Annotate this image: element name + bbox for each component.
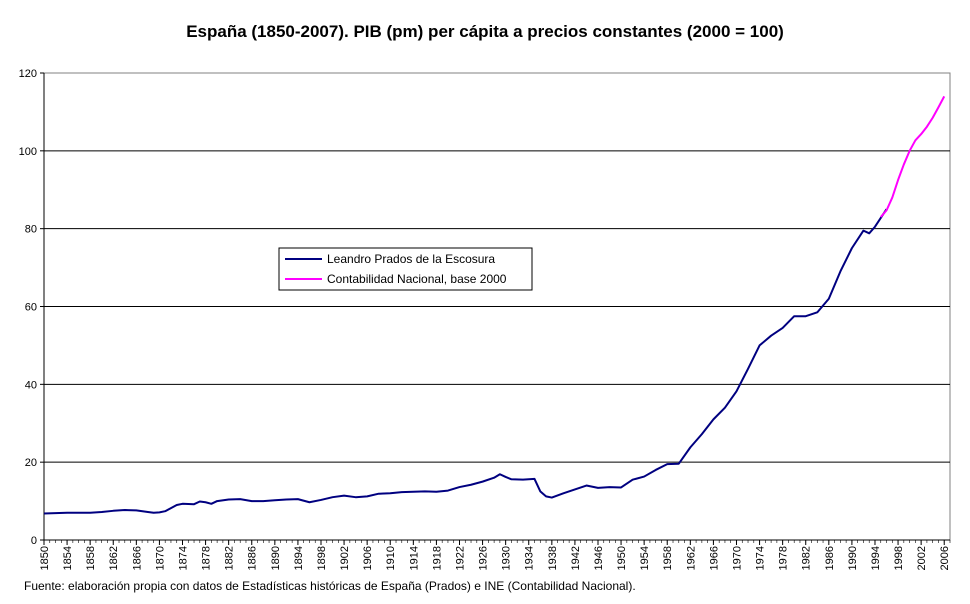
legend-box bbox=[278, 247, 533, 291]
x-tick-label: 1870 bbox=[154, 546, 166, 570]
x-tick-label: 1978 bbox=[778, 546, 790, 570]
x-tick-label: 1918 bbox=[431, 546, 443, 570]
x-tick-label: 1950 bbox=[616, 546, 628, 570]
x-tick-label: 1962 bbox=[685, 546, 697, 570]
y-tick-label: 100 bbox=[19, 146, 37, 158]
x-tick-label: 1970 bbox=[731, 546, 743, 570]
y-tick-label: 40 bbox=[25, 379, 37, 391]
x-tick-label: 1942 bbox=[570, 546, 582, 570]
x-tick-label: 1906 bbox=[362, 546, 374, 570]
x-tick-label: 1926 bbox=[478, 546, 490, 570]
x-tick-label: 1890 bbox=[270, 546, 282, 570]
x-tick-label: 1998 bbox=[893, 546, 905, 570]
y-tick-label: 0 bbox=[31, 535, 37, 547]
x-tick-label: 1930 bbox=[501, 546, 513, 570]
series-line-2 bbox=[879, 95, 946, 218]
x-tick-label: 1898 bbox=[316, 546, 328, 570]
x-tick-label: 1914 bbox=[408, 546, 420, 570]
series-line-1 bbox=[43, 208, 888, 515]
x-tick-label: 1974 bbox=[755, 546, 767, 570]
legend-label-2: Contabilidad Nacional, base 2000 bbox=[327, 272, 507, 286]
x-tick-label: 1854 bbox=[62, 546, 74, 570]
source-note: Fuente: elaboración propia con datos de … bbox=[24, 579, 636, 593]
chart-title: España (1850-2007). PIB (pm) per cápita … bbox=[186, 22, 784, 41]
series-layer bbox=[43, 95, 946, 515]
x-tick-label: 1938 bbox=[547, 546, 559, 570]
x-tick-label: 1994 bbox=[870, 546, 882, 570]
x-tick-label: 1986 bbox=[824, 546, 836, 570]
x-axis: 1850 1854 1858 1862 1866 1870 1874 1878 1882 1886… bbox=[39, 539, 951, 570]
x-tick-label: 1874 bbox=[177, 546, 189, 570]
legend: Leandro Prados de la Escosura Contabilida… bbox=[278, 247, 533, 291]
x-tick-label: 1902 bbox=[339, 546, 351, 570]
y-axis: 0 20 40 60 80 100 120 bbox=[19, 68, 45, 547]
gridlines bbox=[43, 72, 951, 541]
x-tick-label: 1886 bbox=[247, 546, 259, 570]
x-tick-label: 1862 bbox=[108, 546, 120, 570]
x-tick-label: 1954 bbox=[639, 546, 651, 570]
x-tick-label: 2002 bbox=[916, 546, 928, 570]
x-tick-label: 1850 bbox=[39, 546, 51, 570]
x-tick-label: 1966 bbox=[708, 546, 720, 570]
y-tick-label: 120 bbox=[19, 68, 37, 80]
x-tick-label: 2006 bbox=[939, 546, 951, 570]
x-tick-label: 1934 bbox=[524, 546, 536, 570]
x-tick-label: 1990 bbox=[847, 546, 859, 570]
x-tick-label: 1958 bbox=[662, 546, 674, 570]
x-tick-label: 1882 bbox=[224, 546, 236, 570]
x-tick-label: 1894 bbox=[293, 546, 305, 570]
y-tick-label: 80 bbox=[25, 224, 37, 236]
x-tick-label: 1866 bbox=[131, 546, 143, 570]
x-tick-label: 1878 bbox=[201, 546, 213, 570]
y-tick-label: 60 bbox=[25, 302, 37, 314]
x-tick-label: 1910 bbox=[385, 546, 397, 570]
legend-label-1: Leandro Prados de la Escosura bbox=[327, 252, 495, 266]
x-tick-label: 1946 bbox=[593, 546, 605, 570]
x-tick-label: 1922 bbox=[454, 546, 466, 570]
x-tick-label: 1982 bbox=[801, 546, 813, 570]
x-tick-label: 1858 bbox=[85, 546, 97, 570]
y-tick-label: 20 bbox=[25, 457, 37, 469]
